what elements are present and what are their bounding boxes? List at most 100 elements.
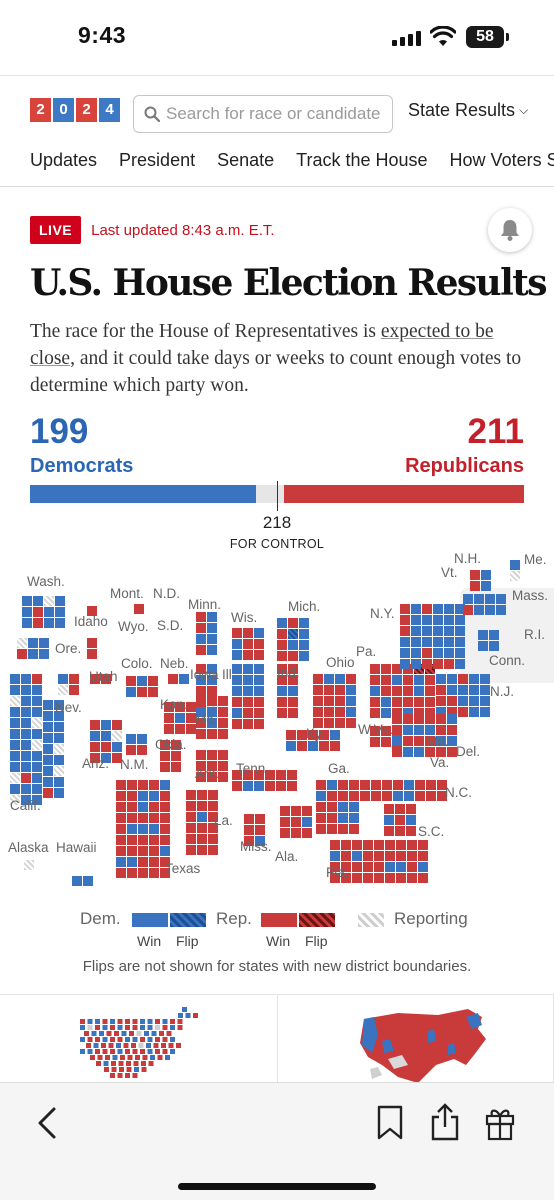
district-tile[interactable] [316, 791, 326, 801]
district-tile[interactable] [28, 638, 38, 648]
district-tile[interactable] [480, 674, 490, 684]
district-tile[interactable] [425, 747, 435, 757]
district-tile[interactable] [381, 726, 391, 736]
district-tile[interactable] [255, 825, 265, 835]
district-tile[interactable] [349, 802, 359, 812]
district-tile[interactable] [243, 675, 253, 685]
district-tile[interactable] [127, 835, 137, 845]
district-tile[interactable] [243, 781, 253, 791]
district-tile[interactable] [90, 753, 100, 763]
district-tile[interactable] [392, 747, 402, 757]
district-tile[interactable] [393, 780, 403, 790]
district-tile[interactable] [196, 696, 206, 706]
district-tile[interactable] [291, 828, 301, 838]
district-tile[interactable] [287, 770, 297, 780]
district-tile[interactable] [370, 708, 380, 718]
district-tile[interactable] [21, 696, 31, 706]
district-tile[interactable] [346, 696, 356, 706]
district-tile[interactable] [363, 840, 373, 850]
district-tile[interactable] [496, 605, 506, 615]
chevron-left-icon[interactable] [30, 1103, 66, 1143]
district-tile[interactable] [32, 773, 42, 783]
district-tile[interactable] [370, 697, 380, 707]
district-tile[interactable] [196, 707, 206, 717]
district-tile[interactable] [316, 824, 326, 834]
district-tile[interactable] [436, 707, 446, 717]
district-tile[interactable] [396, 862, 406, 872]
district-tile[interactable] [277, 640, 287, 650]
district-tile[interactable] [21, 773, 31, 783]
district-tile[interactable] [407, 862, 417, 872]
district-tile[interactable] [349, 824, 359, 834]
district-tile[interactable] [433, 648, 443, 658]
district-tile[interactable] [207, 761, 217, 771]
district-tile[interactable] [207, 707, 217, 717]
district-tile[interactable] [411, 604, 421, 614]
district-tile[interactable] [327, 802, 337, 812]
district-tile[interactable] [302, 806, 312, 816]
district-tile[interactable] [58, 674, 68, 684]
district-tile[interactable] [444, 637, 454, 647]
district-tile[interactable] [382, 780, 392, 790]
district-tile[interactable] [232, 719, 242, 729]
district-tile[interactable] [330, 862, 340, 872]
district-tile[interactable] [160, 802, 170, 812]
district-tile[interactable] [352, 840, 362, 850]
district-tile[interactable] [54, 755, 64, 765]
district-tile[interactable] [327, 813, 337, 823]
district-tile[interactable] [186, 790, 196, 800]
district-tile[interactable] [218, 750, 228, 760]
district-tile[interactable] [138, 857, 148, 867]
district-tile[interactable] [425, 697, 435, 707]
district-tile[interactable] [280, 806, 290, 816]
district-tile[interactable] [437, 780, 447, 790]
district-tile[interactable] [39, 649, 49, 659]
district-tile[interactable] [469, 696, 479, 706]
district-tile[interactable] [116, 846, 126, 856]
search-input[interactable] [166, 100, 386, 128]
district-tile[interactable] [308, 730, 318, 740]
district-tile[interactable] [196, 729, 206, 739]
district-tile[interactable] [470, 581, 480, 591]
district-tile[interactable] [43, 755, 53, 765]
district-tile[interactable] [160, 868, 170, 878]
district-tile[interactable] [21, 795, 31, 805]
district-tile[interactable] [232, 628, 242, 638]
district-tile[interactable] [101, 742, 111, 752]
district-tile[interactable] [480, 696, 490, 706]
district-tile[interactable] [478, 641, 488, 651]
district-tile[interactable] [243, 686, 253, 696]
district-tile[interactable] [411, 659, 421, 669]
district-tile[interactable] [175, 713, 185, 723]
district-tile[interactable] [489, 641, 499, 651]
district-tile[interactable] [392, 725, 402, 735]
district-tile[interactable] [244, 836, 254, 846]
district-tile[interactable] [149, 813, 159, 823]
district-tile[interactable] [207, 696, 217, 706]
district-tile[interactable] [255, 836, 265, 846]
district-tile[interactable] [335, 707, 345, 717]
district-tile[interactable] [207, 664, 217, 674]
district-tile[interactable] [90, 742, 100, 752]
district-tile[interactable] [346, 674, 356, 684]
district-tile[interactable] [349, 791, 359, 801]
district-tile[interactable] [232, 781, 242, 791]
district-tile[interactable] [43, 722, 53, 732]
district-tile[interactable] [411, 648, 421, 658]
district-tile[interactable] [21, 707, 31, 717]
district-tile[interactable] [381, 664, 391, 674]
district-tile[interactable] [480, 685, 490, 695]
district-tile[interactable] [313, 718, 323, 728]
district-tile[interactable] [208, 801, 218, 811]
district-tile[interactable] [319, 741, 329, 751]
district-tile[interactable] [370, 686, 380, 696]
district-tile[interactable] [32, 751, 42, 761]
district-tile[interactable] [175, 724, 185, 734]
district-tile[interactable] [324, 696, 334, 706]
district-tile[interactable] [55, 618, 65, 628]
district-tile[interactable] [232, 675, 242, 685]
district-tile[interactable] [426, 791, 436, 801]
district-tile[interactable] [288, 675, 298, 685]
district-tile[interactable] [232, 639, 242, 649]
district-tile[interactable] [297, 730, 307, 740]
